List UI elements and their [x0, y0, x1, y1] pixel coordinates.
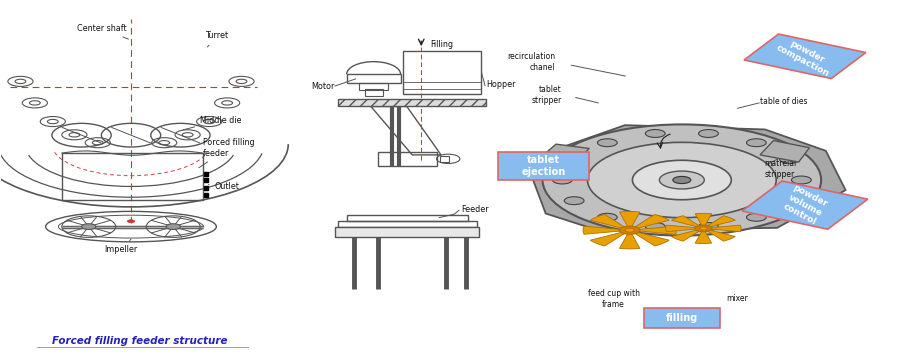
- Bar: [440, 156, 449, 162]
- FancyBboxPatch shape: [742, 181, 868, 229]
- Circle shape: [82, 224, 96, 229]
- Circle shape: [564, 156, 584, 163]
- Circle shape: [791, 176, 811, 184]
- FancyBboxPatch shape: [498, 152, 590, 180]
- Bar: [378, 152, 436, 166]
- Polygon shape: [526, 125, 846, 230]
- Bar: [359, 83, 388, 90]
- Text: excess
matreial
stripper: excess matreial stripper: [764, 148, 796, 180]
- Bar: [346, 74, 400, 83]
- Circle shape: [746, 213, 766, 221]
- Circle shape: [698, 130, 718, 138]
- Text: tablet
stripper: tablet stripper: [531, 85, 562, 105]
- Polygon shape: [704, 225, 741, 232]
- Text: recirculation
chanel: recirculation chanel: [507, 52, 555, 72]
- Text: table of dies: table of dies: [760, 97, 807, 106]
- Circle shape: [619, 226, 640, 234]
- Text: tablet
ejection: tablet ejection: [521, 155, 565, 177]
- Polygon shape: [666, 225, 704, 232]
- Polygon shape: [671, 216, 704, 228]
- Polygon shape: [760, 140, 809, 162]
- Polygon shape: [630, 215, 670, 230]
- Circle shape: [645, 222, 665, 230]
- Text: Impeller: Impeller: [104, 239, 138, 255]
- Text: Forced filling feeder structure: Forced filling feeder structure: [52, 336, 228, 346]
- Text: powder
volume
control: powder volume control: [781, 183, 829, 228]
- Circle shape: [699, 227, 707, 230]
- Polygon shape: [619, 230, 640, 249]
- Circle shape: [779, 156, 799, 163]
- Circle shape: [543, 125, 821, 235]
- Polygon shape: [630, 230, 670, 246]
- Circle shape: [128, 220, 135, 223]
- Text: Hopper: Hopper: [486, 81, 516, 90]
- Circle shape: [633, 160, 732, 200]
- Circle shape: [553, 176, 572, 184]
- Polygon shape: [671, 228, 704, 241]
- Circle shape: [166, 224, 180, 229]
- FancyBboxPatch shape: [744, 34, 866, 78]
- Text: Filling: Filling: [430, 40, 454, 49]
- Text: Turret: Turret: [205, 31, 229, 47]
- Bar: [364, 89, 382, 96]
- Bar: [403, 51, 482, 94]
- Bar: [335, 227, 479, 237]
- Text: Center shaft: Center shaft: [77, 24, 129, 39]
- Circle shape: [673, 176, 691, 184]
- Text: Feeder: Feeder: [461, 205, 489, 214]
- Bar: [346, 215, 468, 221]
- Polygon shape: [695, 228, 712, 243]
- Circle shape: [588, 142, 776, 218]
- Polygon shape: [695, 213, 712, 228]
- Text: Middle die: Middle die: [183, 116, 242, 130]
- FancyBboxPatch shape: [644, 308, 720, 328]
- Circle shape: [660, 171, 705, 189]
- Bar: [62, 153, 202, 200]
- Polygon shape: [583, 226, 630, 234]
- Circle shape: [598, 213, 617, 221]
- Circle shape: [698, 222, 718, 230]
- Circle shape: [598, 139, 617, 147]
- Text: feed cup with
frame: feed cup with frame: [588, 289, 640, 309]
- Circle shape: [779, 197, 799, 204]
- Circle shape: [746, 139, 766, 147]
- Polygon shape: [630, 226, 677, 234]
- Text: Forced filling
feeder: Forced filling feeder: [199, 138, 255, 168]
- Polygon shape: [704, 228, 735, 241]
- Circle shape: [645, 130, 665, 138]
- Text: mixer: mixer: [726, 294, 749, 303]
- Circle shape: [564, 197, 584, 204]
- Text: filling: filling: [666, 313, 698, 323]
- Polygon shape: [590, 230, 630, 246]
- Polygon shape: [590, 215, 630, 230]
- Text: powder
compaction: powder compaction: [774, 34, 835, 79]
- Bar: [338, 221, 477, 227]
- Polygon shape: [619, 212, 640, 230]
- Circle shape: [625, 228, 634, 232]
- Circle shape: [695, 225, 712, 232]
- Polygon shape: [531, 144, 590, 170]
- Bar: [338, 99, 486, 107]
- Text: Motor: Motor: [311, 82, 335, 91]
- Polygon shape: [704, 216, 735, 228]
- Text: Outlet: Outlet: [208, 182, 239, 191]
